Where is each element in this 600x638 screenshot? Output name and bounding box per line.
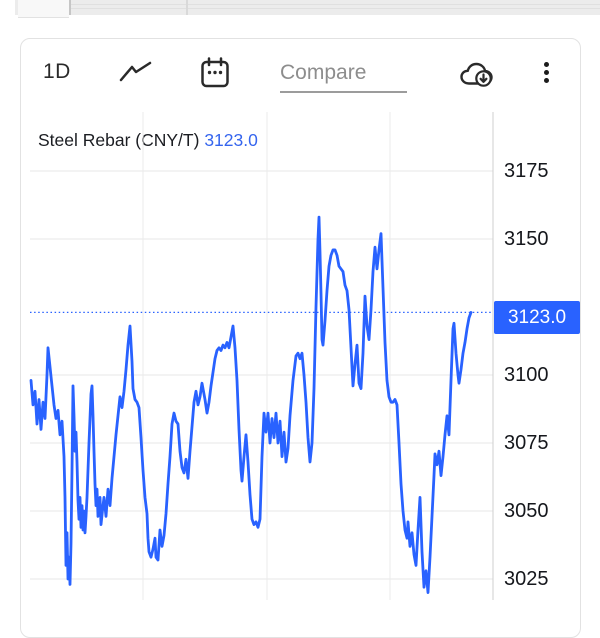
symbol-label: Steel Rebar (CNY/T) [38,130,200,150]
interval-button[interactable]: 1D [43,60,71,83]
y-axis-label: 3050 [504,500,549,522]
y-axis-label: 3025 [504,568,549,590]
line-style-icon[interactable] [119,61,152,88]
chart-title: Steel Rebar (CNY/T) 3123.0 [38,130,258,151]
chart-widget-card [20,38,581,638]
kebab-menu-icon[interactable] [538,61,554,89]
y-axis-label: 3100 [504,364,549,386]
top-strip-divider [186,0,188,15]
y-axis-label: 3150 [504,228,549,250]
strip-hairline [18,8,600,9]
top-strip-divider [69,0,71,15]
top-cropped-table-strip [15,0,600,15]
y-axis-label: 3075 [504,432,549,454]
compare-input[interactable]: Compare [280,61,367,84]
top-strip-cell [18,0,69,18]
strip-hairline [18,4,600,5]
y-axis-label: 3175 [504,160,549,182]
last-price-badge: 3123.0 [494,301,580,334]
last-value-label: 3123.0 [204,130,258,150]
calendar-icon[interactable] [200,57,230,94]
cloud-download-icon[interactable] [459,62,497,94]
compare-input-underline [280,91,407,93]
